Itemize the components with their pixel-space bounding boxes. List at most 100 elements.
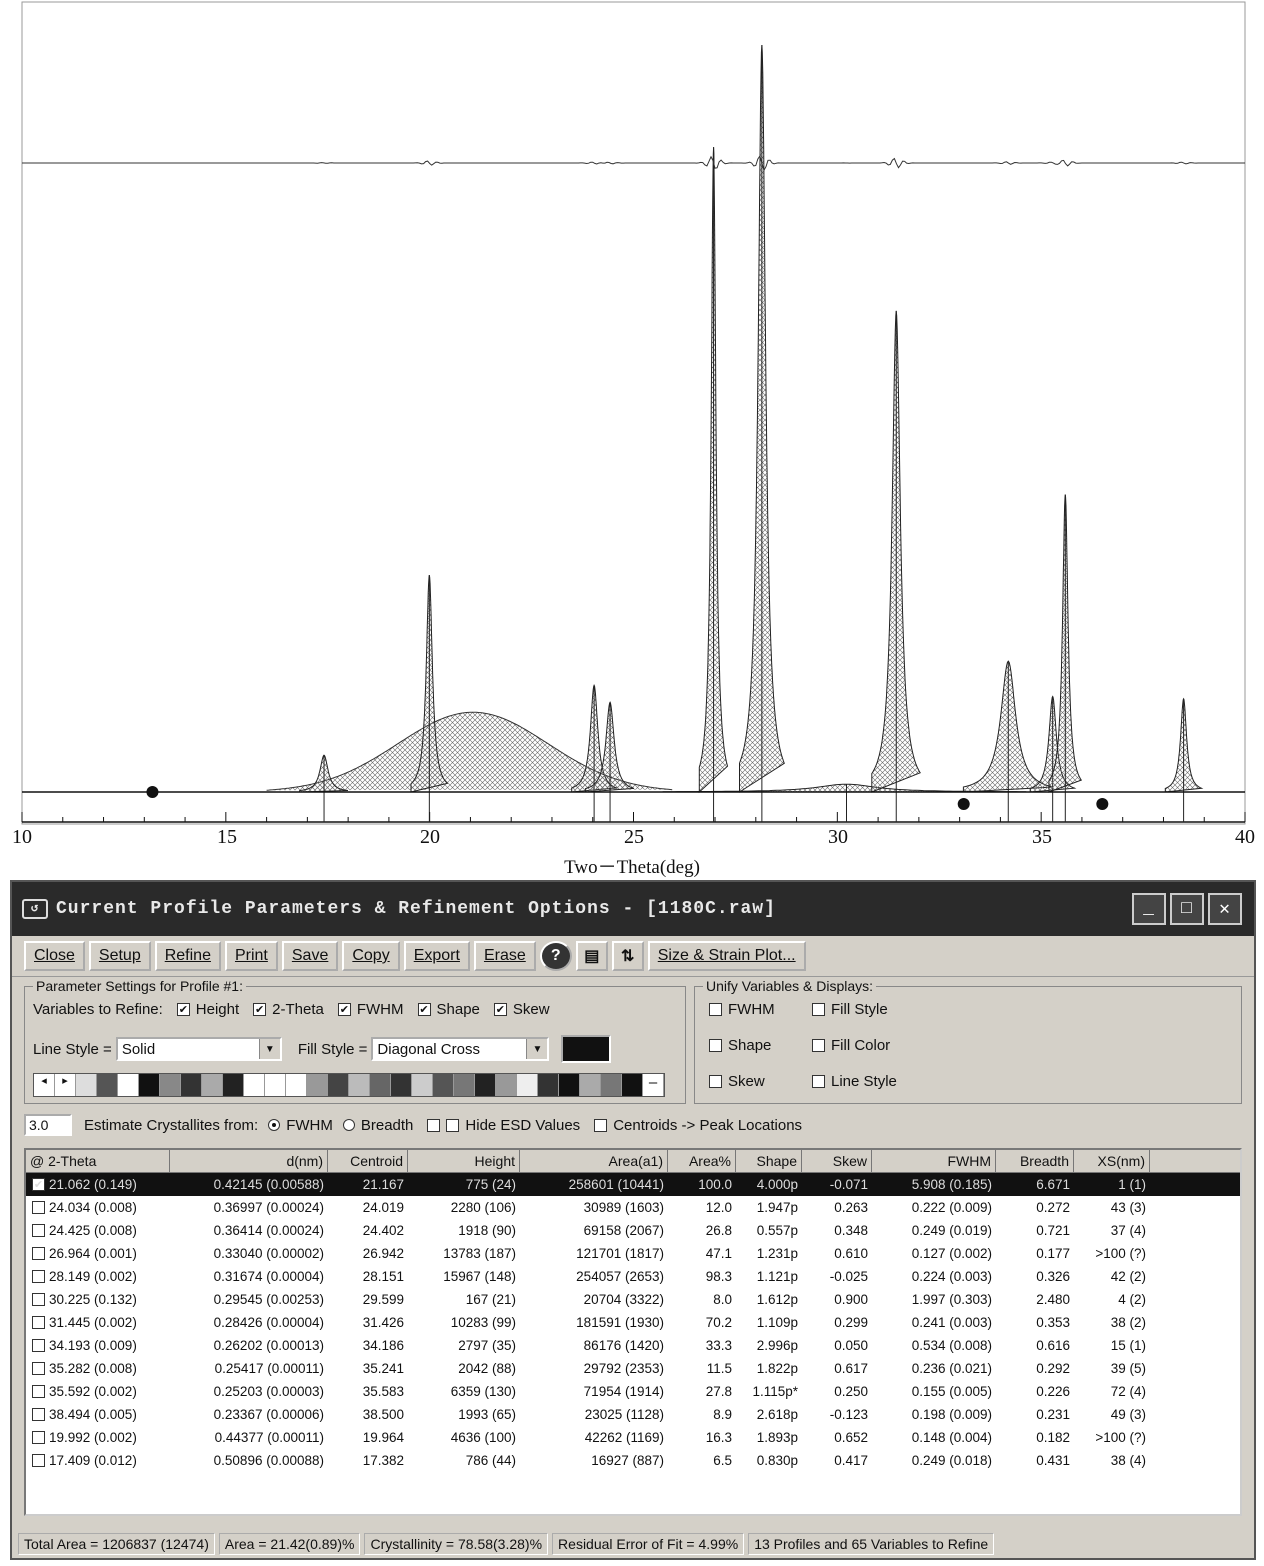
header-2theta[interactable]: @ 2-Theta — [26, 1150, 170, 1172]
fill-color-swatch[interactable] — [561, 1035, 612, 1063]
color-palette[interactable]: ◂ ▸ – — [33, 1073, 665, 1097]
table-row[interactable]: 30.225 (0.132) 0.29545 (0.00253) 29.599 167… — [26, 1288, 1240, 1311]
centroids-checkbox[interactable] — [594, 1118, 608, 1132]
close-button[interactable]: Close — [24, 941, 85, 971]
help-icon[interactable]: ? — [539, 941, 572, 971]
header-fwhm[interactable]: FWHM — [872, 1150, 996, 1172]
unify-fwhm-checkbox[interactable] — [709, 1003, 722, 1016]
height-checkbox[interactable]: ✔ — [176, 1003, 190, 1016]
table-row[interactable]: 24.425 (0.008) 0.36414 (0.00024) 24.402 191… — [26, 1219, 1240, 1242]
print-button[interactable]: Print — [224, 941, 278, 971]
estimate-value-input[interactable]: 3.0 — [24, 1114, 72, 1136]
save-button[interactable]: Save — [281, 941, 339, 971]
palette-swatch[interactable] — [559, 1074, 580, 1096]
palette-more-icon[interactable]: – — [643, 1074, 664, 1096]
row-checkbox[interactable] — [32, 1431, 45, 1444]
unify-fill-color-checkbox[interactable] — [812, 1039, 825, 1052]
header-skew[interactable]: Skew — [802, 1150, 872, 1172]
skew-checkbox[interactable]: ✔ — [493, 1003, 507, 1016]
header-xs[interactable]: XS(nm) — [1074, 1150, 1150, 1172]
palette-swatch[interactable] — [475, 1074, 496, 1096]
fwhm-checkbox[interactable]: ✔ — [337, 1003, 351, 1016]
palette-swatch[interactable] — [538, 1074, 559, 1096]
size-strain-plot-button[interactable]: Size & Strain Plot... — [647, 941, 806, 971]
refine-button[interactable]: Refine — [154, 941, 221, 971]
table-row[interactable]: 38.494 (0.005) 0.23367 (0.00006) 38.500 199… — [26, 1403, 1240, 1426]
row-checkbox[interactable] — [32, 1408, 45, 1421]
table-row[interactable]: 35.592 (0.002) 0.25203 (0.00003) 35.583 635… — [26, 1380, 1240, 1403]
palette-swatch[interactable] — [601, 1074, 622, 1096]
maximize-button[interactable]: □ — [1170, 893, 1204, 925]
palette-swatch[interactable] — [370, 1074, 391, 1096]
row-checkbox[interactable] — [32, 1293, 45, 1306]
palette-swatch[interactable] — [202, 1074, 223, 1096]
palette-swatch[interactable] — [97, 1074, 118, 1096]
header-d[interactable]: d(nm) — [170, 1150, 328, 1172]
breadth-radio[interactable] — [342, 1119, 355, 1131]
palette-swatch[interactable] — [244, 1074, 265, 1096]
fwhm-radio[interactable] — [268, 1119, 281, 1131]
fill-style-select[interactable]: Diagonal Cross ▼ — [371, 1037, 550, 1061]
hide-esd-checkbox[interactable] — [446, 1118, 460, 1132]
header-centroid[interactable]: Centroid — [328, 1150, 408, 1172]
close-window-button[interactable]: ✕ — [1208, 893, 1242, 925]
unify-shape-checkbox[interactable] — [709, 1039, 722, 1052]
palette-swatch[interactable] — [307, 1074, 328, 1096]
palette-swatch[interactable] — [76, 1074, 97, 1096]
palette-left-icon[interactable]: ◂ — [34, 1074, 55, 1096]
setup-button[interactable]: Setup — [88, 941, 151, 971]
table-row[interactable]: 31.445 (0.002) 0.28426 (0.00004) 31.426 102… — [26, 1311, 1240, 1334]
erase-button[interactable]: Erase — [473, 941, 536, 971]
unify-skew-checkbox[interactable] — [709, 1075, 722, 1088]
palette-swatch[interactable] — [223, 1074, 244, 1096]
table-view-icon[interactable]: ▤ — [575, 941, 608, 971]
row-checkbox[interactable]: ✔ — [32, 1178, 45, 1191]
row-checkbox[interactable] — [32, 1454, 45, 1467]
palette-swatch[interactable] — [118, 1074, 139, 1096]
palette-swatch[interactable] — [265, 1074, 286, 1096]
palette-swatch[interactable] — [286, 1074, 307, 1096]
row-checkbox[interactable] — [32, 1362, 45, 1375]
breadth-checkbox[interactable] — [427, 1118, 441, 1132]
palette-swatch[interactable] — [517, 1074, 538, 1096]
palette-right-icon[interactable]: ▸ — [55, 1074, 76, 1096]
palette-swatch[interactable] — [412, 1074, 433, 1096]
line-style-select[interactable]: Solid ▼ — [115, 1037, 282, 1061]
header-breadth[interactable]: Breadth — [996, 1150, 1074, 1172]
export-button[interactable]: Export — [403, 941, 470, 971]
row-checkbox[interactable] — [32, 1247, 45, 1260]
palette-swatch[interactable] — [139, 1074, 160, 1096]
row-checkbox[interactable] — [32, 1224, 45, 1237]
two-theta-checkbox[interactable]: ✔ — [253, 1003, 267, 1016]
palette-swatch[interactable] — [328, 1074, 349, 1096]
row-checkbox[interactable] — [32, 1339, 45, 1352]
palette-swatch[interactable] — [622, 1074, 643, 1096]
header-height[interactable]: Height — [408, 1150, 520, 1172]
unify-line-style-checkbox[interactable] — [812, 1075, 825, 1088]
header-shape[interactable]: Shape — [736, 1150, 802, 1172]
minimize-button[interactable]: _ — [1132, 893, 1166, 925]
palette-swatch[interactable] — [160, 1074, 181, 1096]
row-checkbox[interactable] — [32, 1385, 45, 1398]
palette-swatch[interactable] — [349, 1074, 370, 1096]
table-row[interactable]: 26.964 (0.001) 0.33040 (0.00002) 26.942 137… — [26, 1242, 1240, 1265]
copy-button[interactable]: Copy — [342, 941, 400, 971]
palette-swatch[interactable] — [433, 1074, 454, 1096]
table-row[interactable]: ✔ 21.062 (0.149) 0.42145 (0.00588) 21.167 77… — [26, 1173, 1240, 1196]
chevron-down-icon[interactable]: ▼ — [258, 1039, 280, 1059]
palette-swatch[interactable] — [454, 1074, 475, 1096]
unify-fill-style-checkbox[interactable] — [812, 1003, 825, 1016]
header-area[interactable]: Area(a1) — [520, 1150, 668, 1172]
row-checkbox[interactable] — [32, 1270, 45, 1283]
palette-swatch[interactable] — [391, 1074, 412, 1096]
header-area-pct[interactable]: Area% — [668, 1150, 736, 1172]
row-checkbox[interactable] — [32, 1316, 45, 1329]
table-row[interactable]: 28.149 (0.002) 0.31674 (0.00004) 28.151 159… — [26, 1265, 1240, 1288]
row-checkbox[interactable] — [32, 1201, 45, 1214]
palette-swatch[interactable] — [496, 1074, 517, 1096]
chevron-down-icon[interactable]: ▼ — [526, 1039, 548, 1059]
table-row[interactable]: 34.193 (0.009) 0.26202 (0.00013) 34.186 279… — [26, 1334, 1240, 1357]
reorder-icon[interactable]: ⇅ — [611, 941, 644, 971]
shape-checkbox[interactable]: ✔ — [417, 1003, 431, 1016]
palette-swatch[interactable] — [181, 1074, 202, 1096]
